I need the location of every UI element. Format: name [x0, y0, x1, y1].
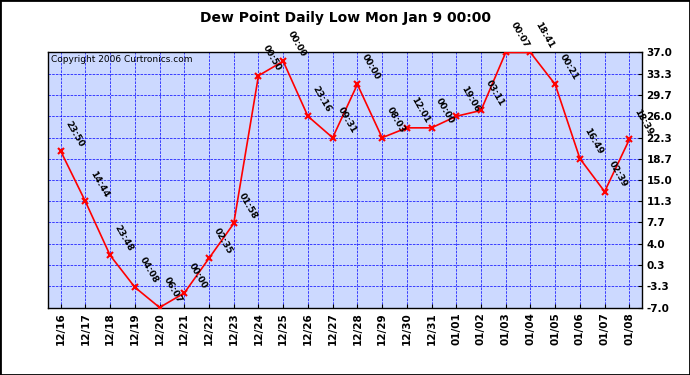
Text: 23:48: 23:48 — [113, 223, 135, 253]
Text: 04:08: 04:08 — [137, 255, 159, 285]
Text: Dew Point Daily Low Mon Jan 9 00:00: Dew Point Daily Low Mon Jan 9 00:00 — [199, 11, 491, 25]
Text: Copyright 2006 Curtronics.com: Copyright 2006 Curtronics.com — [51, 55, 193, 64]
Text: 00:50: 00:50 — [262, 44, 283, 73]
Text: 02:35: 02:35 — [212, 226, 234, 255]
Text: 02:39: 02:39 — [607, 159, 629, 189]
Text: 23:50: 23:50 — [63, 119, 86, 148]
Text: 03:11: 03:11 — [484, 78, 506, 108]
Text: 19:06: 19:06 — [459, 84, 481, 114]
Text: 00:07: 00:07 — [509, 21, 531, 50]
Text: 00:00: 00:00 — [286, 30, 308, 58]
Text: 23:16: 23:16 — [310, 84, 333, 114]
Text: 06:07: 06:07 — [162, 276, 184, 305]
Text: 01:58: 01:58 — [237, 192, 259, 221]
Text: 00:00: 00:00 — [434, 96, 456, 125]
Text: 14:44: 14:44 — [88, 169, 110, 199]
Text: 18:39: 18:39 — [632, 107, 654, 136]
Text: 00:00: 00:00 — [360, 53, 382, 82]
Text: 00:21: 00:21 — [558, 53, 580, 82]
Text: 00:00: 00:00 — [187, 261, 209, 290]
Text: 08:03: 08:03 — [385, 106, 407, 135]
Text: 12:01: 12:01 — [410, 96, 432, 125]
Text: 09:31: 09:31 — [335, 106, 357, 135]
Text: 16:49: 16:49 — [582, 126, 605, 156]
Text: 18:41: 18:41 — [533, 20, 555, 50]
